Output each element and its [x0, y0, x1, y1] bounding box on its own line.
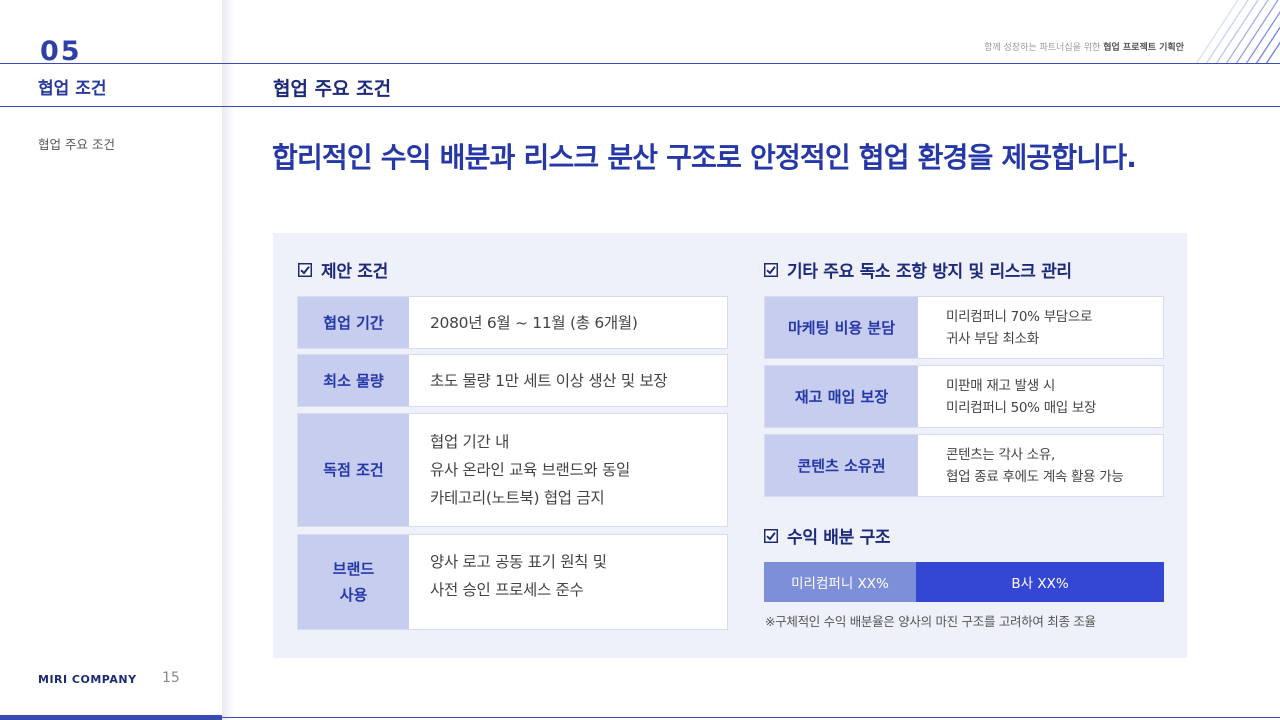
proposal-row-label: 협업 기간 — [298, 297, 409, 348]
checkbox-checked-icon — [764, 262, 778, 277]
proposal-row-value-line: 유사 온라인 교육 브랜드와 동일 — [430, 461, 630, 479]
risk-row-value-line: 미판매 재고 발생 시 — [946, 377, 1055, 394]
revenue-share-miri: 미리컴퍼니 XX% — [764, 562, 916, 602]
footer-divider — [222, 717, 1280, 718]
proposal-row-value: 양사 로고 공동 표기 원칙 및 사전 승인 프로세스 준수 — [409, 535, 607, 629]
proposal-heading: 제안 조건 — [298, 257, 388, 282]
page-number: 15 — [162, 670, 180, 686]
risk-heading: 기타 주요 독소 조항 방지 및 리스크 관리 — [764, 257, 1072, 282]
proposal-row: 독점 조건 협업 기간 내 유사 온라인 교육 브랜드와 동일 카테고리(노트북… — [297, 413, 728, 527]
sidebar-divider-bottom — [0, 106, 222, 107]
proposal-row-value: 2080년 6월 ~ 11월 (총 6개월) — [409, 297, 638, 348]
proposal-row-value-line: 협업 기간 내 — [430, 433, 510, 451]
proposal-row-label: 최소 물량 — [298, 355, 409, 406]
risk-heading-text: 기타 주요 독소 조항 방지 및 리스크 관리 — [787, 262, 1072, 282]
risk-row-value-line: 미리컴퍼니 70% 부담으로 — [946, 308, 1093, 325]
proposal-row-label: 독점 조건 — [298, 414, 409, 526]
header-tagline-prefix: 함께 성장하는 파트너십을 위한 — [984, 43, 1101, 53]
revenue-share-bar: 미리컴퍼니 XX% B사 XX% — [764, 562, 1164, 602]
proposal-row-value-line: 초도 물량 1만 세트 이상 생산 및 보장 — [430, 371, 668, 390]
checkbox-checked-icon — [298, 262, 312, 277]
sidebar-bottom-bar — [0, 715, 222, 720]
proposal-row-value-line: 양사 로고 공동 표기 원칙 및 — [430, 553, 607, 571]
sidebar-section-title: 협업 조건 — [38, 79, 107, 99]
risk-row-value-line: 콘텐츠는 각사 소유, — [946, 446, 1055, 463]
proposal-heading-text: 제안 조건 — [321, 262, 388, 282]
risk-row-label: 마케팅 비용 분담 — [765, 297, 918, 358]
risk-row-value-line: 협업 종료 후에도 계속 활용 가능 — [946, 468, 1124, 485]
sidebar-item-collab-terms[interactable]: 협업 주요 조건 — [38, 137, 115, 152]
proposal-row-value-line: 2080년 6월 ~ 11월 (총 6개월) — [430, 313, 638, 332]
header-divider-bottom — [222, 106, 1280, 107]
proposal-row: 브랜드 사용 양사 로고 공동 표기 원칙 및 사전 승인 프로세스 준수 — [297, 534, 728, 630]
checkbox-checked-icon — [764, 528, 778, 543]
proposal-row-value-line: 카테고리(노트북) 협업 금지 — [430, 489, 605, 507]
proposal-row-label-text: 협업 기간 — [323, 313, 384, 332]
header-tagline-bold: 협업 프로젝트 기획안 — [1103, 43, 1184, 53]
section-number: 05 — [40, 36, 82, 62]
proposal-row: 최소 물량 초도 물량 1만 세트 이상 생산 및 보장 — [297, 354, 728, 407]
risk-row-value: 미판매 재고 발생 시 미리컴퍼니 50% 매입 보장 — [918, 366, 1096, 427]
sidebar: 05 협업 조건 협업 주요 조건 MIRI COMPANY 15 — [0, 0, 222, 720]
revenue-heading: 수익 배분 구조 — [764, 523, 891, 548]
revenue-share-b: B사 XX% — [916, 562, 1164, 602]
proposal-row-label-text: 사용 — [339, 586, 368, 604]
risk-row: 재고 매입 보장 미판매 재고 발생 시 미리컴퍼니 50% 매입 보장 — [764, 365, 1164, 428]
risk-row-value: 미리컴퍼니 70% 부담으로 귀사 부담 최소화 — [918, 297, 1092, 358]
proposal-row-value-line: 사전 승인 프로세스 준수 — [430, 581, 584, 599]
risk-row-value-line: 귀사 부담 최소화 — [946, 330, 1039, 347]
risk-row-label: 콘텐츠 소유권 — [765, 435, 918, 496]
diagonal-stripes-icon — [1190, 0, 1280, 64]
proposal-row-label: 브랜드 사용 — [298, 535, 409, 629]
risk-row-label: 재고 매입 보장 — [765, 366, 918, 427]
header-tagline: 함께 성장하는 파트너십을 위한 협업 프로젝트 기획안 — [984, 40, 1184, 53]
company-name: MIRI COMPANY — [38, 673, 137, 686]
proposal-row: 협업 기간 2080년 6월 ~ 11월 (총 6개월) — [297, 296, 728, 349]
risk-row-value-line: 미리컴퍼니 50% 매입 보장 — [946, 399, 1097, 416]
page-title: 협업 주요 조건 — [273, 78, 392, 100]
proposal-row-value: 협업 기간 내 유사 온라인 교육 브랜드와 동일 카테고리(노트북) 협업 금… — [409, 414, 630, 526]
header-divider-top — [222, 63, 1280, 64]
revenue-heading-text: 수익 배분 구조 — [787, 528, 891, 548]
headline: 합리적인 수익 배분과 리스크 분산 구조로 안정적인 협업 환경을 제공합니다… — [272, 141, 1137, 174]
risk-row-value: 콘텐츠는 각사 소유, 협업 종료 후에도 계속 활용 가능 — [918, 435, 1124, 496]
proposal-row-label-text: 브랜드 — [332, 560, 375, 578]
sidebar-shadow — [222, 0, 234, 720]
risk-row: 마케팅 비용 분담 미리컴퍼니 70% 부담으로 귀사 부담 최소화 — [764, 296, 1164, 359]
proposal-row-value: 초도 물량 1만 세트 이상 생산 및 보장 — [409, 355, 668, 406]
proposal-row-label-text: 독점 조건 — [323, 461, 384, 479]
risk-row: 콘텐츠 소유권 콘텐츠는 각사 소유, 협업 종료 후에도 계속 활용 가능 — [764, 434, 1164, 497]
revenue-note: ※구체적인 수익 배분율은 양사의 마진 구조를 고려하여 최종 조율 — [765, 614, 1096, 629]
proposal-row-label-text: 최소 물량 — [323, 371, 384, 390]
sidebar-divider-top — [0, 63, 222, 64]
